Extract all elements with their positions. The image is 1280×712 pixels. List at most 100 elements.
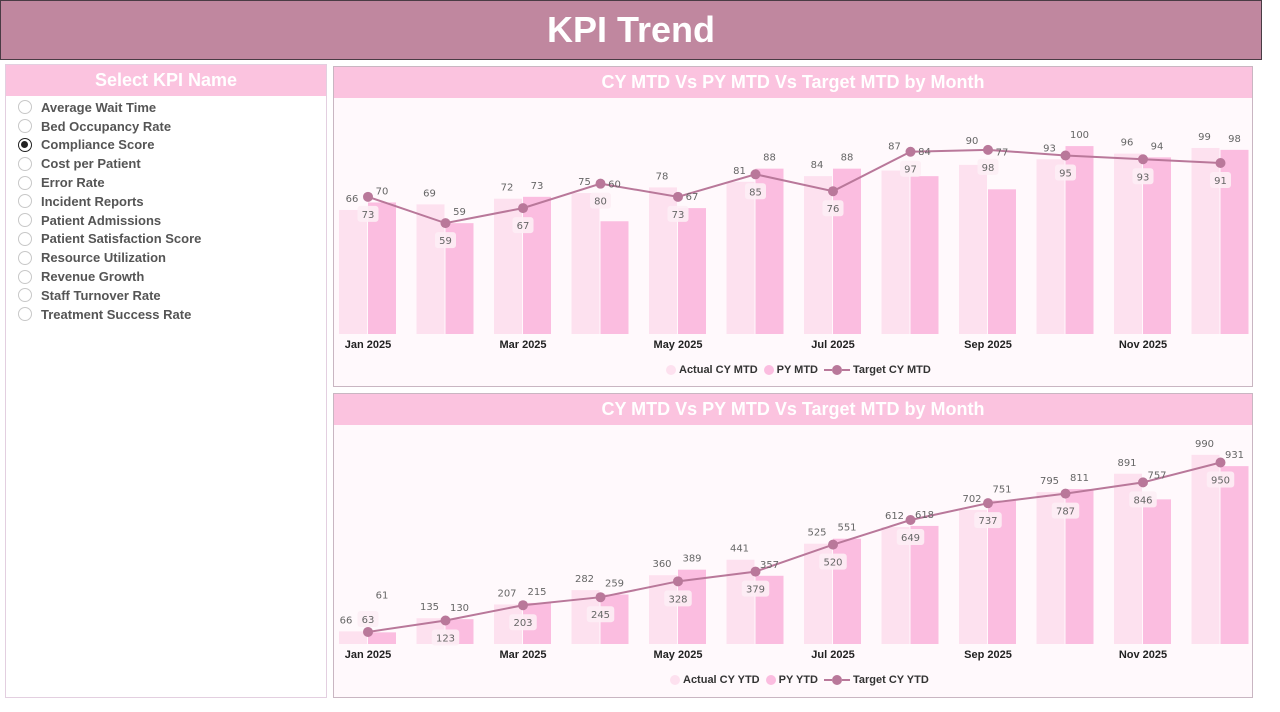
- target-marker: [828, 186, 838, 197]
- actual-data-label: 441: [730, 544, 749, 555]
- slicer-item-label: Error Rate: [41, 175, 105, 191]
- radio-unchecked-icon[interactable]: [18, 175, 32, 190]
- py-bar: [1143, 157, 1171, 334]
- actual-data-label: 135: [420, 602, 439, 613]
- target-label-box: [509, 614, 537, 631]
- target-data-label: 328: [668, 594, 687, 605]
- slicer-item[interactable]: Error Rate: [6, 173, 326, 192]
- py-bar: [1143, 499, 1171, 644]
- py-data-label: 811: [1070, 473, 1089, 484]
- slicer-item[interactable]: Staff Turnover Rate: [6, 286, 326, 305]
- slicer-item[interactable]: Revenue Growth: [6, 267, 326, 286]
- radio-unchecked-icon[interactable]: [18, 194, 32, 209]
- radio-unchecked-icon[interactable]: [18, 213, 32, 228]
- radio-unchecked-icon[interactable]: [18, 250, 32, 265]
- py-bar: [988, 189, 1016, 334]
- target-marker: [983, 144, 993, 155]
- py-data-label: 757: [1147, 470, 1166, 481]
- py-bar: [910, 525, 939, 644]
- actual-bar: [416, 204, 445, 334]
- target-marker: [595, 178, 606, 189]
- target-data-label: 379: [746, 585, 765, 596]
- py-data-label: 84: [918, 147, 931, 158]
- actual-bar: [881, 527, 910, 644]
- slicer-item[interactable]: Resource Utilization: [6, 248, 326, 267]
- slicer-item[interactable]: Patient Satisfaction Score: [6, 230, 326, 249]
- slicer-item[interactable]: Treatment Success Rate: [6, 305, 326, 324]
- actual-bar: [881, 170, 910, 334]
- actual-bar: [339, 631, 367, 644]
- x-tick-label: Sep 2025: [964, 649, 1012, 661]
- target-data-label: 846: [1133, 495, 1152, 506]
- legend-item-py[interactable]: PY YTD: [765, 674, 818, 686]
- target-data-label: 93: [1137, 172, 1150, 183]
- slicer-item[interactable]: Incident Reports: [6, 192, 326, 211]
- legend-item-target[interactable]: Target CY MTD: [824, 364, 931, 376]
- legend-item-actual[interactable]: Actual CY YTD: [670, 674, 760, 686]
- slicer-item-label: Resource Utilization: [41, 250, 166, 266]
- kpi-slicer: Select KPI Name Average Wait Time Bed Occ…: [5, 64, 327, 698]
- actual-data-label: 360: [652, 559, 671, 570]
- actual-bar: [339, 209, 367, 334]
- radio-unchecked-icon[interactable]: [18, 119, 32, 134]
- radio-unchecked-icon[interactable]: [18, 307, 32, 322]
- py-data-label: 751: [992, 485, 1011, 496]
- target-marker: [905, 514, 916, 525]
- actual-data-label: 525: [807, 528, 826, 539]
- py-data-label: 130: [450, 603, 469, 614]
- slicer-item[interactable]: Bed Occupancy Rate: [6, 117, 326, 136]
- x-tick-label: May 2025: [654, 339, 703, 351]
- legend-label: PY MTD: [776, 364, 818, 376]
- x-tick-label: May 2025: [654, 649, 703, 661]
- actual-bar: [804, 176, 832, 334]
- slicer-item[interactable]: Cost per Patient: [6, 154, 326, 173]
- radio-unchecked-icon[interactable]: [18, 100, 32, 115]
- chart-title: CY MTD Vs PY MTD Vs Target MTD by Month: [334, 67, 1252, 98]
- radio-unchecked-icon[interactable]: [18, 156, 32, 171]
- py-bar: [368, 202, 396, 334]
- legend-label: Actual CY MTD: [679, 364, 758, 376]
- target-label-box: [357, 610, 379, 627]
- py-bar: [910, 176, 939, 334]
- slicer-item[interactable]: Patient Admissions: [6, 211, 326, 230]
- target-marker: [750, 566, 761, 577]
- actual-data-label: 207: [497, 588, 516, 599]
- radio-unchecked-icon[interactable]: [18, 231, 32, 246]
- py-data-label: 551: [837, 523, 856, 534]
- actual-data-label: 795: [1040, 476, 1059, 487]
- actual-data-label: 990: [1195, 439, 1214, 450]
- radio-checked-icon[interactable]: [18, 137, 32, 152]
- target-label-box: [741, 580, 770, 597]
- radio-unchecked-icon[interactable]: [18, 288, 32, 303]
- target-data-label: 203: [513, 618, 532, 629]
- legend-line-marker-icon: [824, 365, 850, 375]
- legend-item-actual[interactable]: Actual CY MTD: [666, 364, 758, 376]
- target-marker: [1060, 488, 1071, 499]
- target-marker: [363, 626, 373, 637]
- target-data-label: 520: [823, 558, 842, 569]
- target-label-box: [431, 629, 460, 646]
- chart-legend: Actual CY MTD PY MTD Target CY MTD: [666, 364, 931, 376]
- target-data-label: 67: [517, 221, 530, 232]
- mtd-chart-panel: CY MTD Vs PY MTD Vs Target MTD by Month …: [333, 66, 1253, 387]
- target-marker: [1215, 457, 1226, 468]
- py-data-label: 98: [1228, 134, 1241, 145]
- py-data-label: 357: [760, 560, 779, 571]
- target-data-label: 95: [1059, 168, 1072, 179]
- slicer-item-label: Incident Reports: [41, 193, 144, 209]
- py-bar: [600, 221, 629, 334]
- target-label-box: [745, 183, 766, 200]
- slicer-item[interactable]: Compliance Score: [6, 136, 326, 155]
- actual-data-label: 78: [656, 171, 669, 182]
- radio-unchecked-icon[interactable]: [18, 269, 32, 284]
- actual-data-label: 66: [346, 194, 359, 205]
- slicer-item[interactable]: Average Wait Time: [6, 98, 326, 117]
- target-marker: [518, 203, 528, 214]
- py-bar: [833, 168, 861, 334]
- target-label-box: [896, 528, 925, 545]
- py-data-label: 59: [453, 207, 466, 218]
- actual-bar: [1036, 159, 1065, 334]
- legend-item-target[interactable]: Target CY YTD: [823, 674, 929, 686]
- legend-item-py[interactable]: PY MTD: [763, 364, 818, 376]
- py-bar: [1220, 466, 1249, 644]
